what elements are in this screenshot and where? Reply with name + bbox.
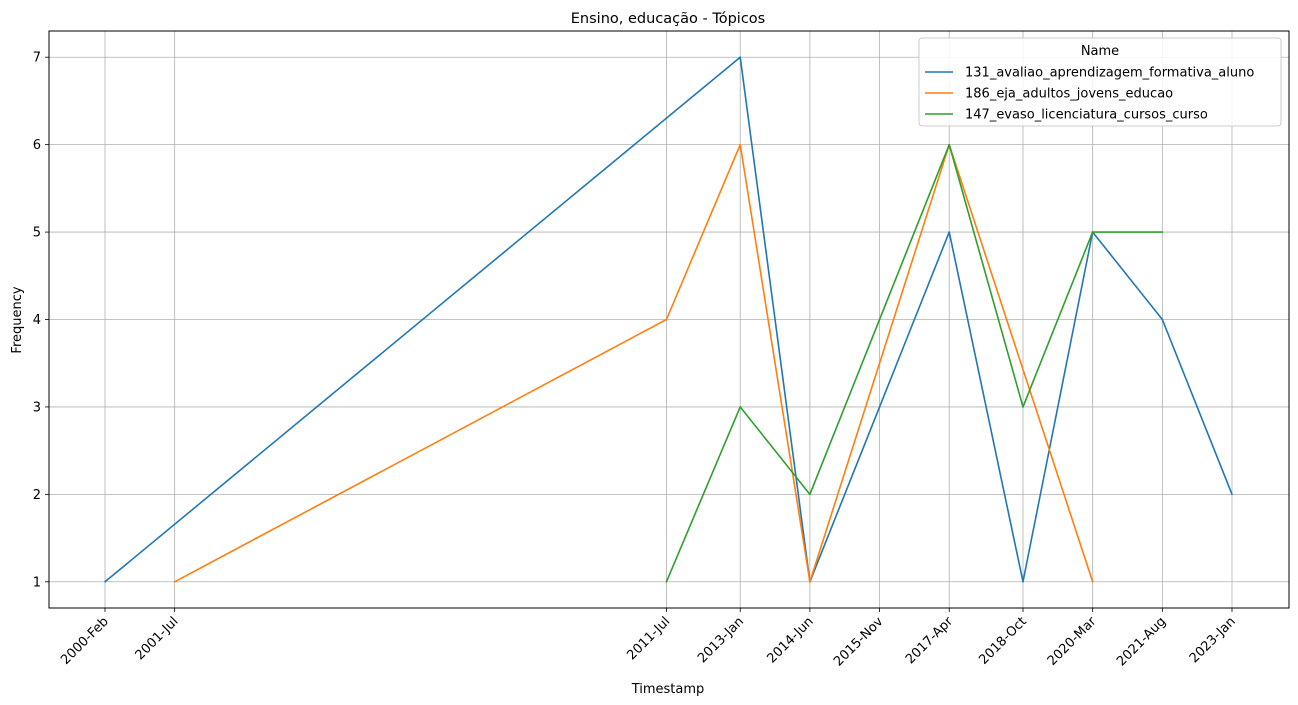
data-point-series-1 (948, 231, 951, 233)
x-axis: 2000-Feb 2001-Jul 2011-Jul 2013-Jan 2014-Jun… (58, 608, 1239, 669)
x-tick-label: 2001-Jul (133, 614, 182, 663)
data-point-series-1 (739, 56, 742, 59)
y-tick-label: 4 (33, 313, 41, 328)
data-point-series-2 (665, 318, 668, 321)
x-tick-label: 2017-Apr (903, 614, 956, 667)
data-point-series-3 (809, 493, 811, 496)
legend-entries: 131_avaliao_aprendizagem_formativa_aluno… (925, 66, 1254, 123)
y-tick-label: 1 (33, 575, 41, 590)
x-tick-label: 2023-Jan (1187, 614, 1239, 666)
data-point-series-2 (739, 143, 742, 146)
series-line-2 (174, 143, 1094, 583)
x-tick-label: 2020-Mar (1045, 614, 1100, 669)
legend-title: Name (1081, 44, 1119, 59)
data-point-series-3 (665, 580, 668, 583)
y-tick-label: 3 (33, 400, 41, 415)
x-tick-label: 2018-Oct (976, 614, 1029, 667)
x-tick-label: 2000-Feb (58, 614, 112, 668)
y-tick-label: 6 (33, 138, 41, 153)
y-tick-label: 5 (33, 226, 41, 241)
data-point-series-3 (739, 406, 742, 408)
legend-label-2: 186_eja_adultos_jovens_educao (965, 87, 1173, 102)
y-axis: 1 2 3 4 5 6 7 (33, 51, 49, 590)
grid (49, 31, 1289, 608)
data-point-series-1 (1161, 318, 1164, 321)
x-tick-label: 2015-Nov (831, 614, 886, 669)
series-line-3 (665, 143, 1163, 583)
data-point-series-2 (1091, 580, 1094, 583)
x-axis-label: Timestamp (631, 682, 705, 697)
series-lines (104, 56, 1233, 583)
x-tick-label: 2021-Aug (1114, 614, 1169, 669)
x-tick-label: 2013-Jan (695, 614, 747, 666)
data-point-series-1 (1231, 493, 1233, 496)
data-point-series-3 (948, 143, 951, 146)
data-point-series-3 (1161, 231, 1164, 233)
legend-label-1: 131_avaliao_aprendizagem_formativa_aluno (965, 66, 1254, 81)
data-point-series-1 (878, 406, 881, 408)
data-point-series-1 (1022, 580, 1024, 583)
y-tick-label: 7 (33, 51, 41, 66)
chart-title: Ensino, educação - Tópicos (571, 11, 765, 27)
y-axis-label: Frequency (10, 286, 25, 353)
data-point-series-3 (1091, 231, 1094, 233)
legend: Name 131_avaliao_aprendizagem_formativa_… (918, 37, 1282, 127)
data-point-series-2 (173, 580, 176, 583)
x-tick-label: 2014-Jun (765, 614, 817, 666)
data-point-series-3 (1022, 406, 1024, 408)
legend-box (918, 37, 1282, 127)
data-point-series-2 (809, 580, 811, 583)
x-tick-label: 2011-Jul (624, 614, 673, 663)
legend-label-3: 147_evaso_licenciatura_cursos_curso (965, 108, 1208, 123)
y-tick-label: 2 (33, 488, 41, 503)
data-point-series-1 (104, 580, 106, 583)
